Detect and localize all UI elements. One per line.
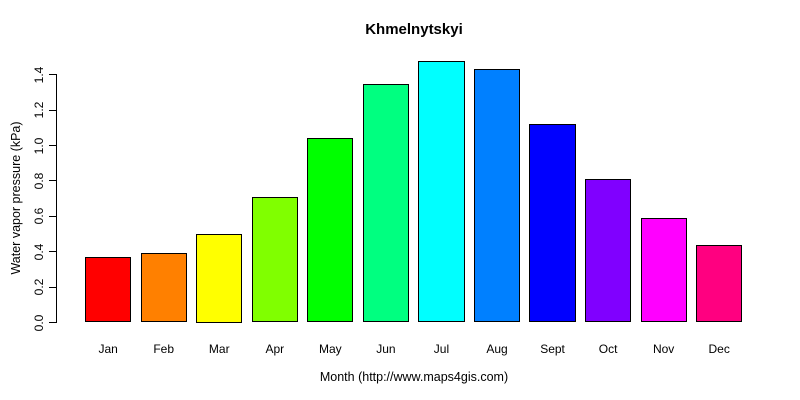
y-axis-label: Water vapor pressure (kPa): [9, 121, 23, 275]
y-tick-label: 1.4: [32, 66, 46, 84]
bar-sept: [529, 124, 576, 323]
x-tick-label-aug: Aug: [486, 342, 508, 356]
bar-oct: [584, 179, 632, 323]
y-tick-mark: [49, 215, 56, 217]
x-tick-label-mar: Mar: [208, 342, 230, 356]
y-tick-mark: [49, 74, 56, 76]
x-tick-label-feb: Feb: [153, 342, 175, 356]
x-tick-label-jun: Jun: [376, 342, 396, 356]
bar-mar: [196, 234, 243, 323]
y-tick-label: 1.2: [32, 101, 46, 119]
x-tick-label-apr: Apr: [265, 342, 285, 356]
x-tick-label-may: May: [319, 342, 342, 356]
bar-nov: [640, 218, 687, 323]
x-axis-label: Month (http://www.maps4gis.com): [319, 370, 509, 384]
bar-jan: [85, 257, 132, 323]
y-tick-label: 1.0: [32, 137, 46, 154]
y-axis-line: [56, 74, 57, 323]
bar-jul: [418, 60, 465, 323]
y-tick-label: 0.2: [32, 278, 46, 296]
x-tick-label-oct: Oct: [598, 342, 618, 356]
bar-dec: [696, 244, 743, 323]
y-tick-label: 0.8: [32, 172, 46, 190]
bar-feb: [140, 253, 187, 323]
y-tick-mark: [49, 322, 56, 323]
x-tick-label-sept: Sept: [540, 342, 565, 356]
x-tick-label-jul: Jul: [433, 342, 450, 356]
y-tick-mark: [49, 109, 56, 111]
x-tick-label-nov: Nov: [652, 342, 675, 356]
bar-may: [307, 138, 354, 323]
y-tick-label: 0.0: [32, 314, 46, 331]
chart-title: Khmelnytskyi: [365, 21, 463, 38]
y-tick-mark: [49, 286, 56, 288]
x-tick-label-jan: Jan: [98, 342, 118, 356]
bar-aug: [473, 69, 521, 323]
y-tick-label: 0.6: [32, 207, 46, 225]
y-tick-mark: [49, 145, 56, 146]
y-tick-mark: [49, 251, 56, 253]
bar-apr: [251, 196, 298, 323]
bar-jun: [362, 83, 410, 323]
x-tick-label-dec: Dec: [708, 342, 730, 356]
y-tick-mark: [49, 180, 56, 182]
y-tick-label: 0.4: [32, 243, 46, 261]
